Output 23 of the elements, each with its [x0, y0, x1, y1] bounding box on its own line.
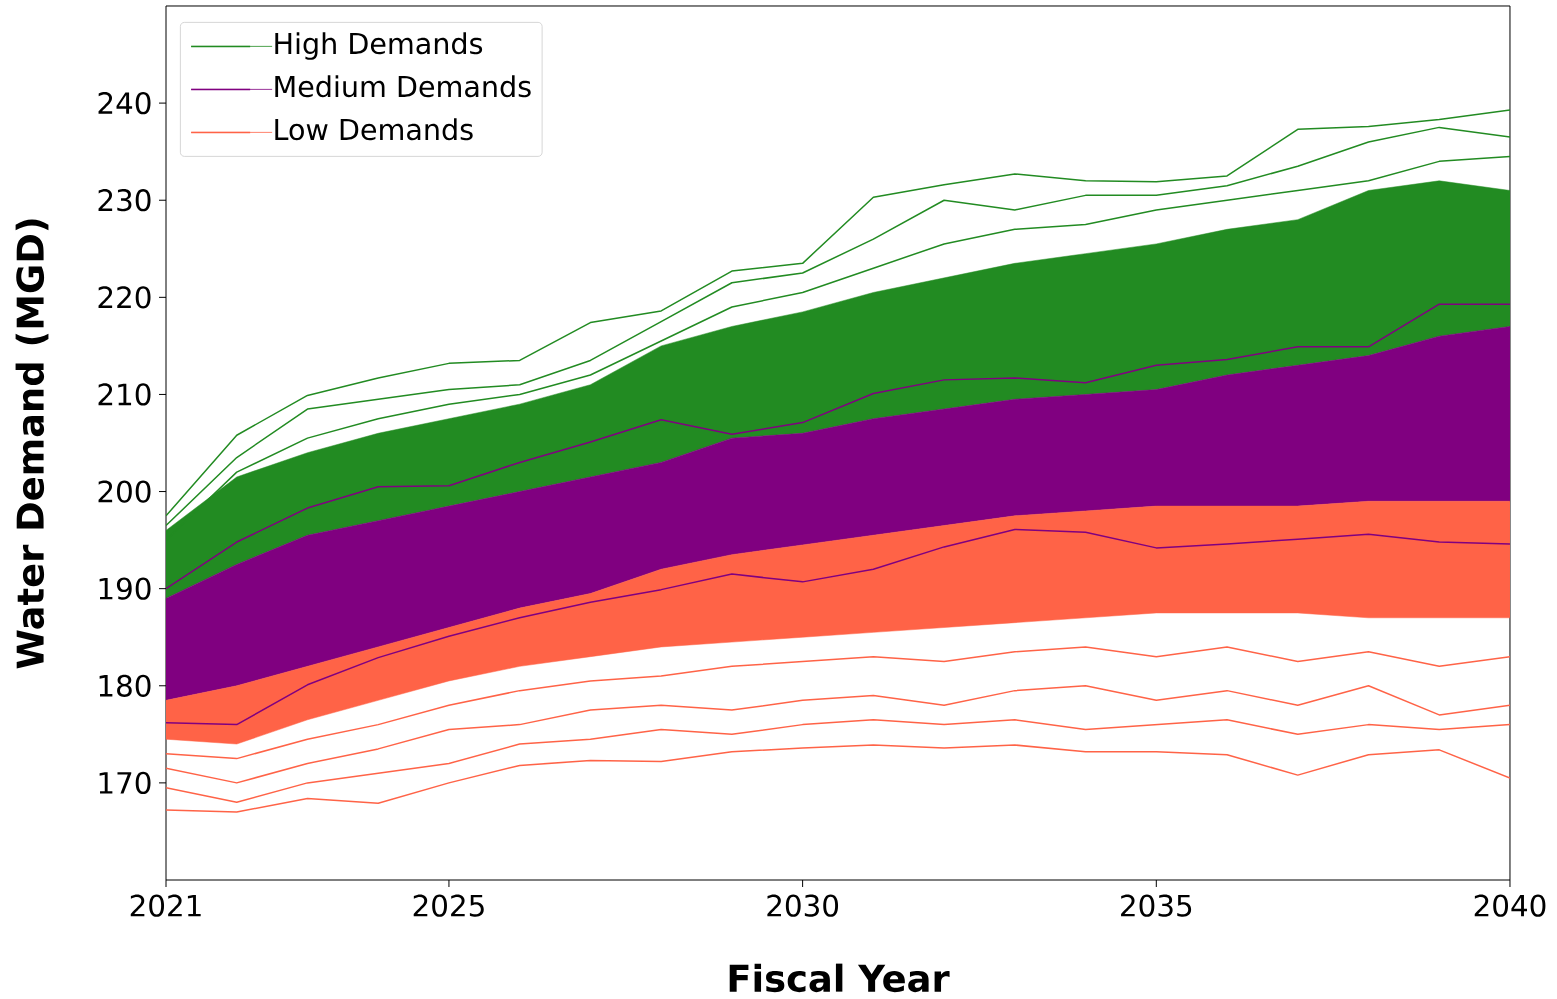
line-series [166, 646, 1510, 760]
x-tick-label: 2040 [1474, 894, 1546, 917]
legend-label: Low Demands [275, 118, 473, 141]
x-tick-label: 2025 [413, 894, 484, 917]
y-tick-label: 220 [98, 286, 151, 309]
y-tick-label: 170 [99, 771, 151, 795]
y-tick-label: 210 [98, 383, 151, 406]
y-tick-label: 230 [98, 189, 151, 212]
y-tick-label: 180 [99, 674, 151, 697]
y-axis-title: Water Demand (MGD) [15, 219, 49, 669]
x-axis-title: Fiscal Year [729, 963, 950, 993]
x-tick-label: 2021 [130, 894, 201, 917]
y-tick-label: 240 [98, 91, 151, 115]
legend-label: High Demands [275, 32, 483, 60]
y-tick-label: 200 [98, 480, 151, 503]
line-series [166, 744, 1510, 813]
line-series [166, 303, 1510, 590]
x-tick-label: 2030 [767, 894, 839, 917]
x-tick-label: 2035 [1121, 894, 1192, 917]
legend-label: Medium Demands [275, 75, 531, 98]
y-tick-label: 190 [99, 577, 151, 600]
line-series [166, 528, 1510, 726]
line-series [166, 685, 1510, 784]
